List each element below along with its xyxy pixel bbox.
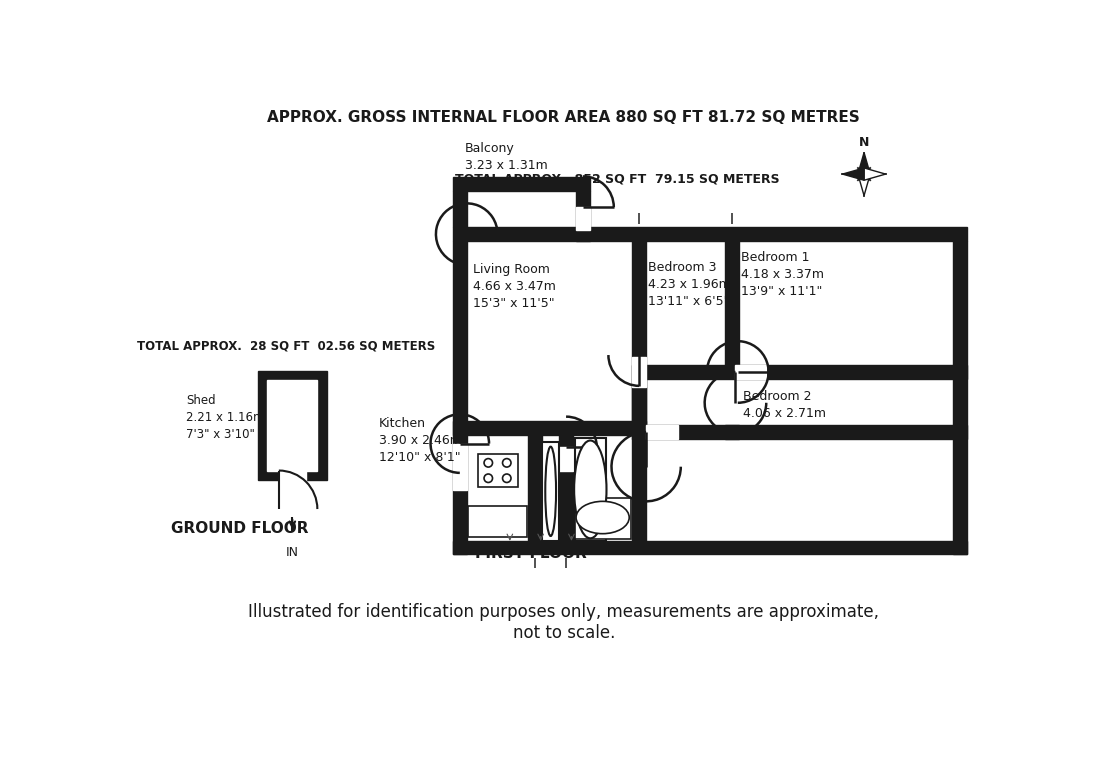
Bar (574, 438, 606, 541)
Bar (477, 454, 517, 487)
Polygon shape (858, 174, 870, 196)
Bar (632, 365, 967, 379)
Bar (528, 435, 542, 541)
Bar (453, 191, 466, 227)
Ellipse shape (546, 447, 557, 536)
Bar (632, 241, 646, 435)
Text: FIRST FLOOR: FIRST FLOOR (475, 546, 587, 561)
Text: Shed
2.21 x 1.16m
7'3" x 3'10": Shed 2.21 x 1.16m 7'3" x 3'10" (186, 393, 265, 441)
Bar (954, 241, 967, 555)
Text: APPROX. GROSS INTERNAL FLOOR AREA 880 SQ FT 81.72 SQ METRES: APPROX. GROSS INTERNAL FLOOR AREA 880 SQ… (267, 110, 860, 125)
Bar (632, 357, 646, 388)
Bar (574, 498, 630, 539)
Text: Bedroom 2
4.06 x 2.71m
13'4" x 8'11": Bedroom 2 4.06 x 2.71m 13'4" x 8'11" (744, 390, 826, 437)
Bar (632, 425, 738, 439)
Bar (453, 241, 466, 555)
Bar (453, 475, 466, 490)
Bar (453, 421, 646, 435)
Text: IN: IN (286, 546, 299, 559)
Text: N: N (859, 137, 869, 149)
Polygon shape (865, 168, 886, 180)
Bar (632, 379, 646, 439)
Text: Living Room
4.66 x 3.47m
15'3" x 11'5": Living Room 4.66 x 3.47m 15'3" x 11'5" (473, 263, 556, 310)
Bar (559, 435, 573, 541)
Bar (453, 177, 590, 191)
Bar (576, 191, 590, 227)
Ellipse shape (574, 441, 606, 538)
Text: TOTAL APPROX.  28 SQ FT  02.56 SQ METERS: TOTAL APPROX. 28 SQ FT 02.56 SQ METERS (138, 340, 436, 352)
Text: TOTAL APPROX.  852 SQ FT  79.15 SQ METERS: TOTAL APPROX. 852 SQ FT 79.15 SQ METERS (455, 173, 780, 186)
Bar (646, 425, 678, 439)
Bar (632, 439, 646, 541)
Text: GROUND FLOOR: GROUND FLOOR (172, 521, 308, 536)
Polygon shape (843, 168, 865, 180)
Bar (258, 371, 327, 479)
Bar (279, 460, 306, 481)
Text: Balcony
3.23 x 1.31m
10'7" x 4'4": Balcony 3.23 x 1.31m 10'7" x 4'4" (465, 141, 548, 189)
Text: Bedroom 1
4.18 x 3.37m
13'9" x 11'1": Bedroom 1 4.18 x 3.37m 13'9" x 11'1" (741, 251, 824, 298)
Bar (469, 506, 527, 537)
Bar (453, 541, 967, 555)
Bar (736, 365, 767, 379)
Bar (725, 241, 738, 365)
Bar (542, 442, 559, 541)
Bar (267, 381, 318, 471)
Bar (453, 227, 590, 241)
Bar (559, 448, 573, 471)
Text: Kitchen
3.90 x 2.46m
12'10" x 8'1": Kitchen 3.90 x 2.46m 12'10" x 8'1" (378, 416, 462, 464)
Text: Bedroom 3
4.23 x 1.96m
13'11" x 6'5": Bedroom 3 4.23 x 1.96m 13'11" x 6'5" (649, 261, 732, 308)
Ellipse shape (576, 501, 629, 534)
Bar (576, 207, 590, 230)
Text: Illustrated for identification purposes only, measurements are approximate,
not : Illustrated for identification purposes … (249, 603, 879, 642)
Bar (725, 425, 967, 439)
Polygon shape (858, 152, 870, 174)
Bar (576, 227, 967, 241)
Bar (453, 444, 466, 475)
